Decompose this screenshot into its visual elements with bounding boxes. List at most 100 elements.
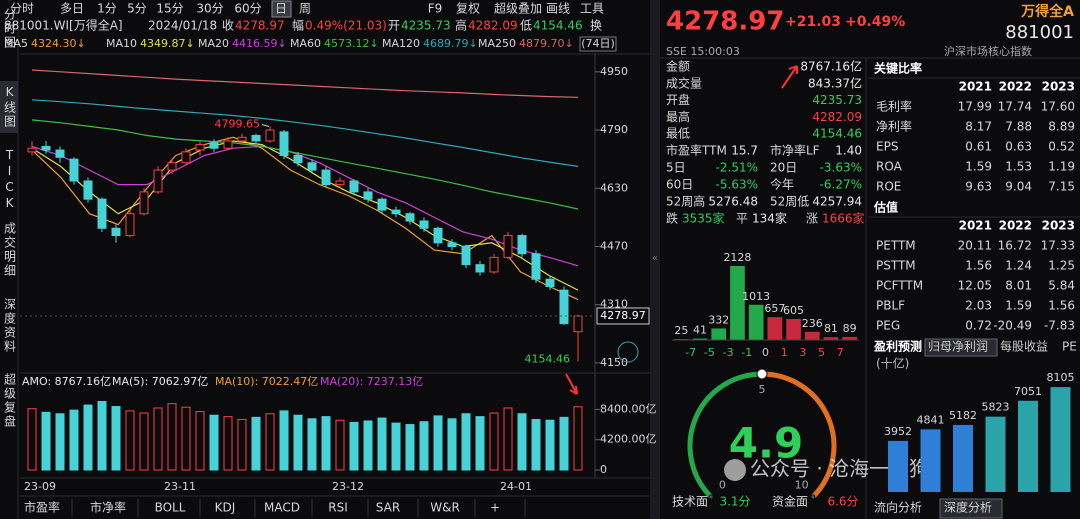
candle-body bbox=[377, 198, 387, 211]
table-header: 2023 bbox=[1042, 80, 1075, 94]
bar-value-label: 5182 bbox=[949, 409, 977, 422]
ma-legend-value: 4689.79↓ bbox=[423, 37, 478, 50]
toolbar-button[interactable]: 30分 bbox=[196, 2, 223, 16]
candle-body bbox=[503, 235, 513, 258]
side-tab[interactable]: 超级复盘 bbox=[3, 372, 17, 429]
toolbar-button[interactable]: 60分 bbox=[234, 2, 261, 16]
bin-label: -1 bbox=[741, 346, 752, 359]
analysis-tab[interactable]: 流向分析 bbox=[874, 500, 922, 515]
active-forecast-tab bbox=[924, 338, 998, 357]
score-value: 3.1分 bbox=[719, 495, 750, 509]
candle-body bbox=[251, 134, 261, 142]
bar-value-label: 605 bbox=[783, 304, 804, 317]
candle-body bbox=[447, 242, 457, 247]
table-header: 2021 bbox=[959, 80, 992, 94]
toolbar-button[interactable]: 分时 bbox=[10, 2, 34, 16]
forecast-tab[interactable]: 归母净利润 bbox=[928, 340, 988, 354]
indicator-tab[interactable]: KDJ bbox=[215, 501, 236, 515]
forecast-tab[interactable]: 盈利预测 bbox=[873, 339, 922, 354]
stat-label: 5日 bbox=[666, 161, 686, 175]
ma-legend-value: 4416.59↓ bbox=[232, 37, 287, 50]
table-row-label: PEG bbox=[876, 319, 900, 333]
histogram-bar bbox=[748, 304, 764, 340]
table-row-label: 净利率 bbox=[876, 119, 912, 134]
volume-bar bbox=[475, 416, 485, 471]
candle-body bbox=[559, 289, 569, 325]
toolbar-button[interactable]: 复权 bbox=[456, 2, 480, 16]
candle-body bbox=[419, 220, 429, 229]
forecast-tab[interactable]: 每股收益 bbox=[1000, 339, 1048, 354]
candle-body bbox=[69, 158, 79, 182]
breadth-value: 1666家 bbox=[822, 211, 865, 226]
toolbar-button[interactable]: 画线 bbox=[546, 2, 570, 16]
forecast-bar bbox=[920, 429, 941, 492]
info-value: 4278.97 bbox=[235, 19, 285, 33]
stat-label: 52周高 bbox=[666, 194, 705, 209]
table-header: 2022 bbox=[999, 80, 1032, 94]
toolbar-button[interactable]: 超级叠加 bbox=[494, 1, 542, 16]
security-code: 881001.WI[万得全A] bbox=[4, 18, 123, 33]
toolbar-button[interactable]: 周 bbox=[299, 2, 311, 16]
toolbar-button[interactable]: 工具 bbox=[580, 2, 604, 16]
collapse-arrow[interactable]: « bbox=[652, 253, 658, 264]
divider bbox=[650, 0, 660, 519]
table-cell: -7.83 bbox=[1044, 319, 1075, 333]
indicator-tab[interactable]: W&R bbox=[430, 501, 460, 515]
toolbar-button[interactable]: 5分 bbox=[127, 2, 147, 16]
candle-body bbox=[475, 264, 485, 273]
annotation-arrow bbox=[565, 373, 578, 395]
indicator-tab[interactable]: BOLL bbox=[155, 501, 186, 515]
side-tab[interactable]: 成交明细 bbox=[3, 222, 17, 278]
volume-bar bbox=[41, 411, 51, 471]
stat-label: 20日 bbox=[770, 161, 797, 175]
table-cell: 1.24 bbox=[1005, 259, 1032, 273]
indicator-tab[interactable]: 市净率 bbox=[90, 500, 126, 515]
x-tick-label: 23-12 bbox=[332, 480, 364, 493]
toolbar-button[interactable]: 15分 bbox=[156, 2, 183, 16]
ma-legend-name: MA5 bbox=[4, 37, 28, 50]
histogram-bar bbox=[804, 331, 820, 340]
window-label[interactable]: (74日) bbox=[581, 37, 615, 50]
candle-body bbox=[517, 235, 527, 255]
histogram-bar bbox=[767, 317, 783, 340]
side-tab[interactable]: TICK bbox=[3, 148, 17, 212]
forecast-bar bbox=[888, 440, 908, 492]
indicator-tab[interactable]: RSI bbox=[328, 501, 348, 515]
breadth-label: 跌 bbox=[666, 211, 678, 226]
table-cell: 7.88 bbox=[1005, 120, 1032, 134]
stat-label: 60日 bbox=[666, 178, 693, 192]
analysis-tab[interactable]: 深度分析 bbox=[944, 500, 992, 515]
ma-legend-value: 4879.70↓ bbox=[519, 37, 574, 50]
table-cell: 17.60 bbox=[1041, 100, 1075, 114]
toolbar-button[interactable]: 多日 bbox=[60, 2, 84, 16]
table-title: 关键比率 bbox=[874, 61, 922, 76]
candle-body bbox=[181, 151, 191, 164]
table-cell: 9.63 bbox=[965, 180, 992, 194]
unit-label: (十亿) bbox=[876, 356, 909, 371]
ma-legend-name: MA250 bbox=[478, 37, 516, 50]
toolbar-button[interactable]: 日 bbox=[275, 2, 287, 16]
stat-value: 15.7 bbox=[731, 144, 758, 158]
table-row-label: PCFTTM bbox=[876, 279, 923, 293]
breadth-label: 平 bbox=[736, 212, 748, 226]
toolbar-button[interactable]: F9 bbox=[428, 2, 443, 16]
bar-value-label: 3952 bbox=[884, 425, 912, 438]
volume-bar bbox=[307, 418, 317, 471]
info-label: 高 bbox=[455, 18, 467, 33]
side-tab[interactable]: K线图 bbox=[3, 85, 17, 129]
side-tab[interactable]: 深度资料 bbox=[3, 298, 17, 354]
indicator-tab[interactable]: + bbox=[490, 501, 500, 515]
volume-legend: MA(10): 7022.47亿 bbox=[215, 375, 318, 388]
forecast-tab[interactable]: PE bbox=[1062, 340, 1077, 354]
candle-body bbox=[279, 131, 289, 157]
toolbar-button[interactable]: 1分 bbox=[97, 2, 117, 16]
table-cell: 8.01 bbox=[1005, 279, 1032, 293]
candle-body bbox=[41, 145, 51, 151]
indicator-tab[interactable]: SAR bbox=[376, 501, 400, 515]
gauge-side-arc bbox=[761, 371, 837, 499]
indicator-tab[interactable]: 市盈率 bbox=[24, 500, 60, 515]
side-tab[interactable]: 分时图 bbox=[3, 8, 17, 50]
indicator-tab[interactable]: MACD bbox=[264, 501, 300, 515]
table-cell: 1.25 bbox=[1048, 259, 1075, 273]
